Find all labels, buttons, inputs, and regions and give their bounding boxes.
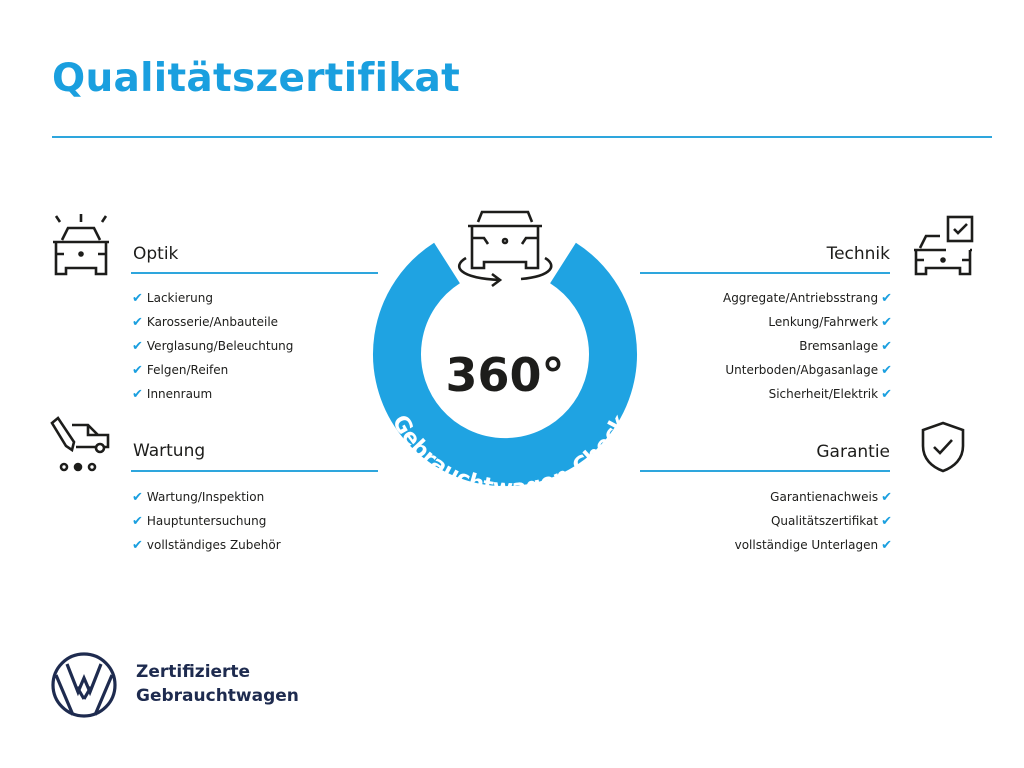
list-item: ✔ Wartung/Inspektion: [132, 490, 265, 505]
section-heading-optik: Optik: [133, 244, 179, 264]
shield-check-icon: [921, 421, 965, 473]
check-icon: ✔: [881, 490, 892, 505]
check-icon: ✔: [881, 315, 892, 330]
check-icon: ✔: [881, 363, 892, 378]
360-check-badge: 360° Gebrauchtwagen-Check: [373, 210, 637, 500]
page-title: Qualitätszertifikat: [52, 56, 461, 101]
optik-list: ✔ Lackierung ✔ Karosserie/Anbauteile ✔ Verg…: [132, 286, 293, 406]
wartung-list: ✔ Wartung/Inspektion ✔ Hauptuntersuchung ✔…: [132, 485, 281, 557]
list-item: ✔ vollständiges Zubehör: [132, 538, 281, 553]
car-rotate-icon: [457, 210, 553, 288]
check-icon: ✔: [132, 538, 143, 553]
list-item: Qualitätszertifikat ✔: [770, 514, 892, 529]
check-icon: ✔: [881, 514, 892, 529]
check-icon: ✔: [132, 514, 143, 529]
check-icon: ✔: [132, 490, 143, 505]
title-divider: [52, 136, 992, 138]
list-item: ✔ Verglasung/Beleuchtung: [132, 339, 294, 354]
ring: [373, 242, 637, 487]
degree-number: 360°: [445, 348, 564, 402]
service-van-icon: [50, 416, 110, 472]
list-item: ✔ Hauptuntersuchung: [132, 514, 267, 529]
garantie-divider: [640, 470, 890, 472]
section-heading-wartung: Wartung: [133, 441, 206, 461]
check-icon: ✔: [881, 538, 892, 553]
wartung-divider: [131, 470, 378, 472]
check-icon: ✔: [132, 315, 143, 330]
list-item: Unterboden/Abgasanlage ✔: [725, 363, 892, 378]
section-heading-technik: Technik: [826, 244, 890, 264]
list-item: ✔ Karosserie/Anbauteile: [132, 315, 279, 330]
section-heading-garantie: Garantie: [816, 442, 890, 462]
optik-divider: [131, 272, 378, 274]
check-icon: ✔: [881, 387, 892, 402]
check-icon: ✔: [132, 339, 143, 354]
list-item: Aggregate/Antriebsstrang ✔: [722, 291, 892, 306]
list-item: Bremsanlage ✔: [799, 339, 892, 354]
list-item: Lenkung/Fahrwerk ✔: [768, 315, 892, 330]
list-item: vollständige Unterlagen ✔: [734, 538, 892, 553]
garantie-list: Garantienachweis ✔ Qualitätszertifikat ✔ v…: [735, 485, 892, 557]
technik-list: Aggregate/Antriebsstrang ✔ Lenkung/Fahrwe…: [723, 286, 892, 406]
list-item: ✔ Innenraum: [132, 387, 213, 402]
technik-divider: [640, 272, 890, 274]
car-lights-icon: [53, 214, 109, 276]
check-icon: ✔: [881, 291, 892, 306]
check-icon: ✔: [132, 387, 143, 402]
check-icon: ✔: [132, 291, 143, 306]
check-icon: ✔: [132, 363, 143, 378]
car-checklist-icon: [914, 215, 974, 276]
list-item: Sicherheit/Elektrik ✔: [768, 387, 892, 402]
list-item: Garantienachweis ✔: [770, 490, 892, 505]
list-item: ✔ Lackierung: [132, 291, 213, 306]
check-icon: ✔: [881, 339, 892, 354]
list-item: ✔ Felgen/Reifen: [132, 363, 229, 378]
brand-name: Zertifizierte Gebrauchtwagen: [136, 662, 299, 706]
vw-logo: [51, 652, 117, 718]
